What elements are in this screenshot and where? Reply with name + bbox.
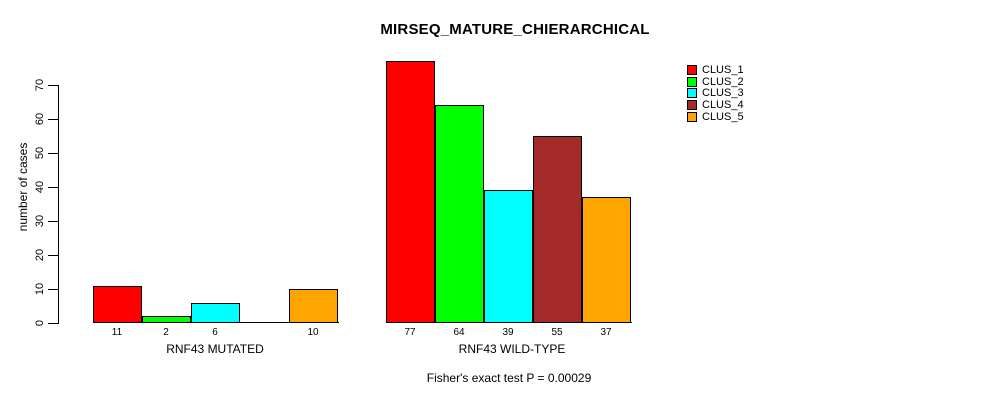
bar-value-label: 37 [600,327,612,338]
bar-value-label: 11 [111,327,123,338]
y-axis-line [58,85,59,324]
y-tick-label: 0 [34,319,46,327]
legend-swatch-clus_4 [687,100,697,110]
y-tick-label: 10 [34,282,46,296]
legend-swatch-clus_5 [687,112,697,122]
y-tick [48,221,58,222]
x-axis-group-label-mutated: RNF43 MUTATED [166,342,264,356]
bar-clus_3-wildtype [484,190,533,323]
bar-clus_5-mutated [289,289,338,323]
legend-label-clus_4: CLUS_4 [702,99,744,111]
y-tick-label: 40 [34,180,46,194]
y-tick-label: 20 [34,248,46,262]
bar-value-label: 77 [404,327,416,338]
legend-label-clus_5: CLUS_5 [702,111,744,123]
legend-swatch-clus_3 [687,88,697,98]
y-tick [48,255,58,256]
bar-value-label: 2 [163,327,169,338]
legend-swatch-clus_1 [687,65,697,75]
y-tick [48,323,58,324]
y-tick [48,153,58,154]
bar-value-label: 64 [453,327,465,338]
bar-clus_4-wildtype [533,136,582,323]
bar-clus_5-wildtype [582,197,631,323]
bar-value-label: 6 [212,327,218,338]
bar-clus_2-wildtype [435,105,484,323]
y-tick [48,119,58,120]
y-tick [48,187,58,188]
y-tick-label: 50 [34,146,46,160]
bar-clus_2-mutated [142,316,191,323]
legend-label-clus_2: CLUS_2 [702,76,744,88]
bar-clus_3-mutated [191,303,240,323]
bar-value-label: 55 [551,327,563,338]
legend-swatch-clus_2 [687,77,697,87]
bar-value-label: 39 [502,327,514,338]
fisher-test-note: Fisher's exact test P = 0.00029 [426,371,592,385]
y-tick [48,85,58,86]
bar-value-label: 10 [307,327,319,338]
x-axis-group-label-wildtype: RNF43 WILD-TYPE [458,342,566,356]
y-tick-label: 30 [34,214,46,228]
y-tick [48,289,58,290]
bar-clus_1-wildtype [386,61,435,323]
legend-label-clus_3: CLUS_3 [702,87,744,99]
chart-title: MIRSEQ_MATURE_CHIERARCHICAL [380,21,650,38]
y-tick-label: 60 [34,112,46,126]
y-tick-label: 70 [34,78,46,92]
bar-clus_1-mutated [93,286,142,323]
legend-label-clus_1: CLUS_1 [702,64,744,76]
